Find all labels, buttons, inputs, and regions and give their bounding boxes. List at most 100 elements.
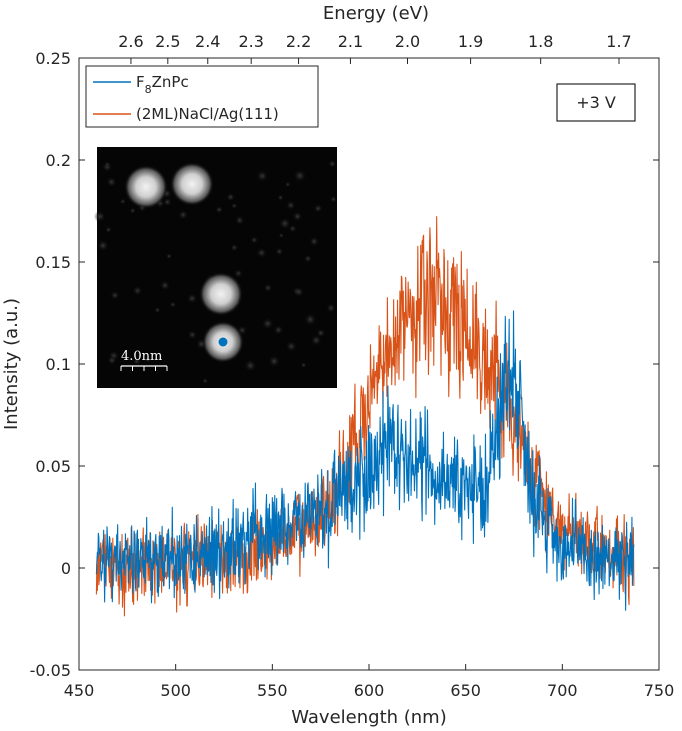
scale-bar-ticks	[120, 366, 168, 371]
measurement-point-marker	[218, 337, 228, 347]
voltage-annotation: +3 V	[556, 83, 636, 122]
legend-label-f8znpc-sub: 8	[145, 83, 152, 96]
top-tick-label: 2.5	[155, 32, 180, 51]
stm-inset-image: 4.0nm	[94, 147, 338, 388]
top-tick-label: 2.6	[118, 32, 143, 51]
inset-speck	[215, 205, 224, 214]
inset-speck	[96, 239, 110, 252]
x-tick-label: 650	[450, 681, 481, 700]
x-tick-label: 500	[160, 681, 191, 700]
x-axis: 450 500 550 600 650 700 750	[64, 664, 675, 700]
inset-speck	[327, 159, 337, 169]
inset-speck	[109, 290, 120, 301]
inset-speck	[144, 356, 151, 364]
inset-speck	[278, 232, 285, 239]
inset-speck	[119, 198, 127, 205]
inset-speck	[234, 215, 245, 226]
inset-speck	[169, 301, 177, 309]
inset-speck	[278, 217, 292, 230]
top-tick-label: 1.7	[606, 32, 631, 51]
x-axis-title: Wavelength (nm)	[291, 707, 447, 728]
inset-speck	[285, 200, 296, 211]
legend-label-f8znpc-main: F	[136, 73, 145, 91]
inset-speck	[105, 176, 118, 188]
inset-speck	[274, 247, 284, 256]
y-tick-label: 0.1	[46, 355, 71, 374]
inset-speck	[293, 286, 305, 298]
inset-speck	[308, 236, 320, 247]
legend-label-nacl: (2ML)NaCl/Ag(111)	[136, 105, 279, 123]
y-tick-label: 0.15	[35, 253, 71, 272]
top-energy-axis: 2.6 2.5 2.4 2.3 2.2 2.1 2.0 1.9 1.8 1.7	[118, 32, 632, 64]
inset-speck	[94, 210, 107, 223]
legend: F8ZnPc (2ML)NaCl/Ag(111)	[85, 65, 319, 128]
inset-speck	[277, 194, 284, 202]
molecule-1	[124, 165, 168, 209]
inset-speck	[288, 224, 297, 233]
top-tick-label: 1.8	[528, 32, 553, 51]
molecule-2	[170, 162, 214, 206]
legend-box	[85, 65, 319, 128]
inset-speck	[165, 252, 173, 260]
molecule-3	[199, 272, 243, 316]
top-tick-label: 2.0	[395, 32, 420, 51]
inset-speck	[159, 280, 171, 291]
scale-bar-label: 4.0nm	[121, 349, 162, 364]
inset-speck	[187, 329, 198, 340]
inset-speck	[284, 181, 291, 188]
inset-speck	[303, 312, 318, 327]
y-tick-label: 0.05	[35, 457, 71, 476]
x-tick-label: 750	[644, 681, 675, 700]
inset-speck	[107, 355, 117, 366]
inset-speck	[132, 285, 143, 297]
inset-speck	[325, 302, 337, 314]
voltage-annotation-box	[556, 83, 636, 122]
inset-speck	[329, 195, 338, 204]
inset-speck	[263, 283, 273, 293]
inset-speck	[162, 197, 173, 207]
inset-speck	[285, 340, 298, 353]
top-tick-label: 1.9	[458, 32, 483, 51]
inset-speck	[261, 317, 275, 331]
inset-speck	[132, 357, 142, 366]
inset-speck	[104, 226, 113, 234]
inset-speck	[186, 292, 198, 305]
y-axis-title: Intensity (a.u.)	[1, 298, 22, 430]
y-axis: -0.05 0 0.05 0.1 0.15 0.2 0.25	[30, 49, 659, 680]
inset-speck	[315, 328, 326, 338]
legend-label-f8znpc-rest: ZnPc	[152, 73, 189, 91]
x-tick-label: 450	[64, 681, 95, 700]
top-tick-label: 2.3	[238, 32, 263, 51]
inset-speck	[292, 211, 303, 222]
series-layer	[95, 216, 635, 617]
inset-speck	[231, 202, 238, 210]
y-tick-label: 0	[61, 559, 71, 578]
inset-speck	[300, 361, 307, 369]
top-tick-label: 2.1	[338, 32, 363, 51]
inset-speck	[225, 192, 236, 202]
top-tick-label: 2.2	[286, 32, 311, 51]
x-tick-label: 600	[354, 681, 385, 700]
inset-speck	[243, 359, 257, 373]
x-tick-label: 550	[257, 681, 288, 700]
inset-speck	[250, 235, 259, 245]
inset-speck	[313, 203, 323, 214]
inset-speck	[233, 268, 244, 279]
inset-speck	[153, 306, 161, 314]
inset-speck	[129, 207, 137, 215]
inset-speck	[273, 324, 284, 336]
inset-speck	[104, 161, 111, 168]
top-tick-label: 2.4	[195, 32, 220, 51]
x-tick-label: 700	[547, 681, 578, 700]
inset-speck	[303, 254, 313, 263]
series-line-0	[95, 310, 635, 611]
inset-speck	[255, 247, 268, 259]
inset-speck	[177, 209, 189, 221]
inset-speck	[255, 169, 269, 183]
y-tick-label: 0.2	[46, 151, 71, 170]
inset-speck	[201, 377, 209, 385]
inset-speck	[292, 168, 307, 183]
y-tick-label: -0.05	[30, 661, 71, 680]
legend-label-f8znpc: F8ZnPc	[136, 73, 189, 96]
